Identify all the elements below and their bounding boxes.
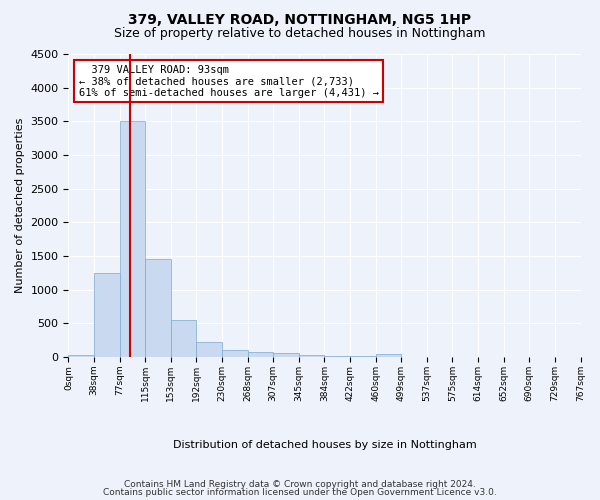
X-axis label: Distribution of detached houses by size in Nottingham: Distribution of detached houses by size … — [173, 440, 476, 450]
Bar — [119, 122, 145, 357]
Text: Contains HM Land Registry data © Crown copyright and database right 2024.: Contains HM Land Registry data © Crown c… — [124, 480, 476, 489]
Bar — [299, 354, 325, 357]
Bar — [222, 350, 248, 357]
Text: 379 VALLEY ROAD: 93sqm
← 38% of detached houses are smaller (2,733)
61% of semi-: 379 VALLEY ROAD: 93sqm ← 38% of detached… — [79, 64, 379, 98]
Bar — [94, 273, 119, 357]
Bar — [196, 342, 222, 357]
Bar — [68, 355, 94, 357]
Text: 379, VALLEY ROAD, NOTTINGHAM, NG5 1HP: 379, VALLEY ROAD, NOTTINGHAM, NG5 1HP — [128, 12, 472, 26]
Y-axis label: Number of detached properties: Number of detached properties — [15, 118, 25, 293]
Text: Size of property relative to detached houses in Nottingham: Size of property relative to detached ho… — [114, 28, 486, 40]
Bar — [171, 320, 196, 357]
Bar — [325, 356, 350, 357]
Bar — [248, 352, 273, 357]
Bar — [376, 354, 401, 357]
Bar — [145, 260, 171, 357]
Bar — [273, 354, 299, 357]
Bar — [350, 356, 376, 357]
Text: Contains public sector information licensed under the Open Government Licence v3: Contains public sector information licen… — [103, 488, 497, 497]
